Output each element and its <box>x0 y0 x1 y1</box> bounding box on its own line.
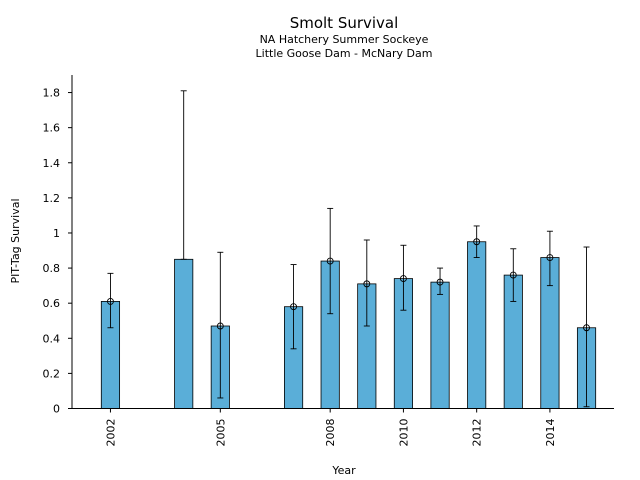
plot-area <box>100 90 597 409</box>
chart-subtitle-line-2: Little Goose Dam - McNary Dam <box>256 47 433 60</box>
x-axis-ticks: 2002 2005 2008 2010 2012 2014 <box>104 408 557 447</box>
y-tick-label-9: 1.8 <box>43 87 61 100</box>
estimate-marker-2011 <box>436 278 444 286</box>
estimate-marker-2005 <box>216 322 224 330</box>
estimate-marker-2014 <box>546 254 554 261</box>
estimate-marker-2013 <box>509 271 517 279</box>
bar-2012 <box>467 241 487 409</box>
chart-title: Smolt Survival <box>290 14 399 32</box>
y-tick-label-6: 1.2 <box>43 192 61 205</box>
x-tick-label-5: 2014 <box>544 419 557 447</box>
x-tick-label-1: 2005 <box>214 419 227 447</box>
y-axis-label: PIT-Tag Survival <box>9 198 22 283</box>
bar-2011 <box>430 281 450 409</box>
y-tick-label-7: 1.4 <box>43 157 61 170</box>
y-axis-ticks: 0 0.2 0.4 0.6 0.8 1 1.2 1.4 1.6 1.8 <box>43 87 72 416</box>
y-tick-label-3: 0.6 <box>43 297 61 310</box>
y-tick-label-0: 0 <box>53 403 60 416</box>
y-tick-label-2: 0.4 <box>43 332 61 345</box>
estimate-marker-2010 <box>399 275 407 283</box>
estimate-marker-2002 <box>107 297 114 305</box>
x-tick-label-0: 2002 <box>104 419 117 447</box>
estimate-marker-2008 <box>326 257 334 265</box>
estimate-marker-2007 <box>290 303 298 311</box>
chart-subtitle-line-1: NA Hatchery Summer Sockeye <box>260 33 429 46</box>
y-tick-label-5: 1 <box>53 227 60 240</box>
x-axis-label: Year <box>331 464 356 477</box>
x-tick-label-3: 2010 <box>397 419 410 447</box>
estimate-marker-2012 <box>473 238 481 246</box>
y-tick-label-4: 0.8 <box>43 262 61 275</box>
bar-2004 <box>174 258 194 409</box>
y-tick-label-8: 1.6 <box>43 122 61 135</box>
x-tick-label-4: 2012 <box>471 419 484 447</box>
estimate-marker-2009 <box>363 280 371 288</box>
estimate-marker-2015 <box>583 324 590 332</box>
x-tick-label-2: 2008 <box>324 419 337 447</box>
y-tick-label-1: 0.2 <box>43 367 61 380</box>
